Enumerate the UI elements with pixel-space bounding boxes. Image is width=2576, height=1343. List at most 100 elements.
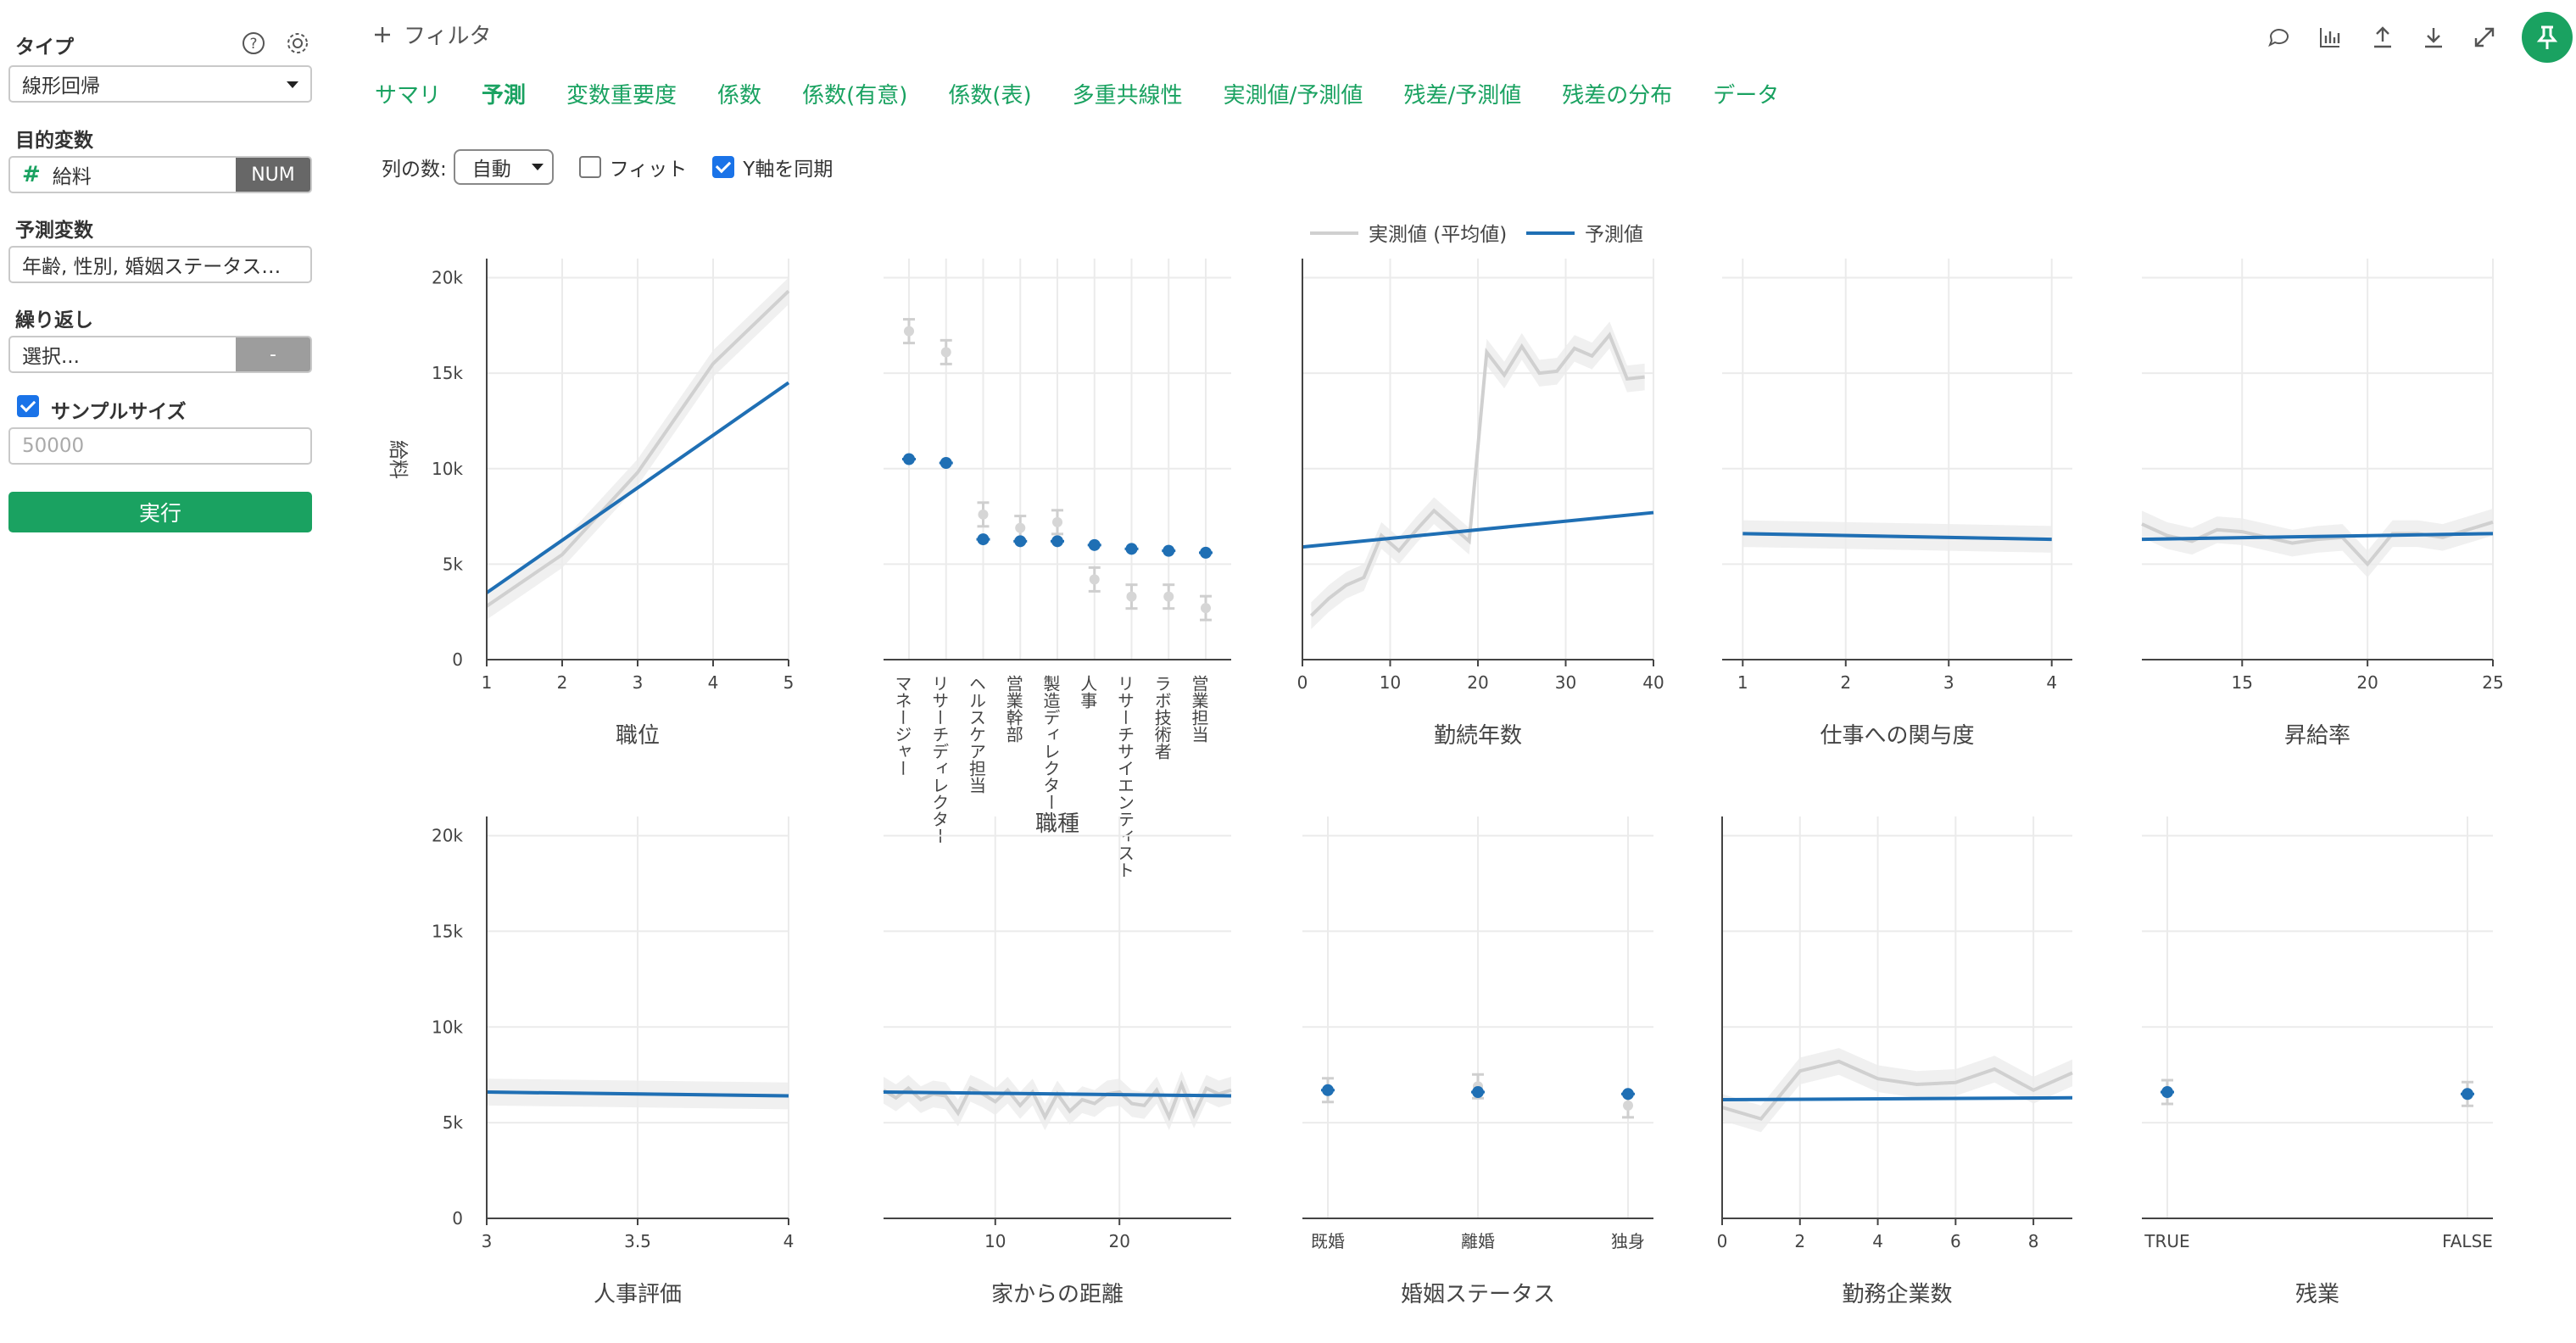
predictors-value: 年齢, 性別, 婚姻ステータス… bbox=[22, 256, 282, 278]
chevron-down-icon bbox=[287, 81, 298, 88]
predicted-point bbox=[1322, 1084, 1334, 1096]
x-axis-title: 残業 bbox=[2295, 1282, 2339, 1307]
x-tick-label: リサーチディレクター bbox=[929, 675, 950, 844]
actual-line bbox=[882, 1079, 1232, 1122]
actual-point bbox=[1089, 574, 1100, 585]
download-icon[interactable] bbox=[2418, 22, 2449, 53]
filter-button[interactable]: フィルタ bbox=[373, 19, 491, 50]
predicted-point bbox=[2462, 1088, 2473, 1101]
chart-icon[interactable] bbox=[2315, 22, 2345, 53]
panel-4: 15 20 25 昇給率 bbox=[2141, 259, 2504, 749]
tab-8[interactable]: 残差/予測値 bbox=[1403, 83, 1522, 109]
sample-size-checkbox[interactable] bbox=[17, 395, 39, 417]
actual-point bbox=[1323, 1084, 1333, 1095]
svg-text:?: ? bbox=[249, 36, 257, 53]
fit-checkbox[interactable] bbox=[578, 156, 601, 178]
sync-y-label: Y軸を同期 bbox=[743, 159, 834, 181]
x-tick-label: 1 bbox=[1737, 672, 1748, 693]
x-tick-label: 3 bbox=[482, 1231, 493, 1251]
tab-5[interactable]: 係数(表) bbox=[948, 83, 1032, 109]
tab-1[interactable]: 予測 bbox=[482, 83, 527, 109]
comment-icon[interactable] bbox=[2264, 22, 2294, 53]
tab-6[interactable]: 多重共線性 bbox=[1072, 83, 1183, 109]
sync-y-checkbox[interactable] bbox=[712, 156, 735, 178]
x-axis-title: 職位 bbox=[616, 723, 660, 749]
chart-legend: 実測値 (平均値) 予測値 bbox=[1310, 224, 1643, 246]
x-tick-label: リサーチサイエンティスト bbox=[1115, 675, 1135, 878]
x-tick-label: 製造ディレクター bbox=[1040, 675, 1061, 811]
y-tick-label: 5k bbox=[443, 554, 464, 574]
predicted-point bbox=[1200, 546, 1212, 559]
columns-select[interactable]: 自動 bbox=[453, 149, 554, 185]
actual-line bbox=[1742, 532, 2052, 542]
x-tick-label: 離婚 bbox=[1461, 1231, 1495, 1251]
gear-icon[interactable] bbox=[285, 31, 310, 56]
sidebar: タイプ ? 線形回帰 目的変数 # 給料 NUM 予測変数 年齢, 性別, 婚姻… bbox=[0, 0, 331, 1343]
expand-icon[interactable] bbox=[2469, 22, 2500, 53]
actual-point bbox=[940, 347, 951, 358]
x-tick-label: 25 bbox=[2482, 672, 2503, 693]
tab-0[interactable]: サマリ bbox=[375, 83, 442, 109]
x-axis-title: 仕事への関与度 bbox=[1820, 723, 1974, 749]
y-tick-label: 10k bbox=[432, 1017, 463, 1037]
columns-label: 列の数: bbox=[382, 159, 447, 181]
actual-point bbox=[1163, 591, 1174, 602]
upload-icon[interactable] bbox=[2367, 22, 2398, 53]
tab-9[interactable]: 残差の分布 bbox=[1562, 83, 1673, 109]
num-badge: NUM bbox=[236, 158, 310, 192]
actual-point bbox=[1201, 603, 1211, 614]
x-tick-label: 40 bbox=[1642, 672, 1664, 693]
actual-point bbox=[904, 326, 914, 337]
x-tick-label: TRUE bbox=[2144, 1231, 2189, 1251]
tab-2[interactable]: 変数重要度 bbox=[566, 83, 677, 109]
x-tick-label: 0 bbox=[1717, 1231, 1728, 1251]
predicted-line bbox=[2141, 532, 2494, 542]
confidence-band bbox=[487, 277, 789, 620]
tab-7[interactable]: 実測値/予測値 bbox=[1223, 83, 1363, 109]
repeat-clear-button[interactable]: - bbox=[236, 337, 310, 371]
sample-size-input[interactable]: 50000 bbox=[8, 427, 312, 465]
predictors-field[interactable]: 年齢, 性別, 婚姻ステータス… bbox=[8, 246, 312, 283]
x-tick-label: 6 bbox=[1950, 1231, 1961, 1251]
sample-size-placeholder: 50000 bbox=[22, 435, 85, 457]
panel-2: 0 10 20 30 40 勤続年数 bbox=[1297, 259, 1664, 749]
predicted-line bbox=[486, 1090, 789, 1098]
pin-icon bbox=[2536, 25, 2558, 49]
repeat-value: 選択... bbox=[22, 346, 80, 368]
fit-label: フィット bbox=[609, 159, 688, 181]
x-tick-label: 営業担当 bbox=[1189, 675, 1209, 743]
actual-point bbox=[1473, 1081, 1483, 1092]
tab-10[interactable]: データ bbox=[1713, 83, 1780, 109]
actual-line bbox=[2141, 520, 2494, 567]
x-tick-label: 10 bbox=[1380, 672, 1401, 693]
panel-5: 0 5k 10k 15k 20k 3 3.5 4 人事評価 bbox=[432, 816, 794, 1307]
x-tick-label: マネージャー bbox=[892, 675, 912, 777]
legend-predicted-label: 予測値 bbox=[1585, 224, 1643, 246]
help-icon[interactable]: ? bbox=[241, 31, 266, 56]
tab-4[interactable]: 係数(有意) bbox=[802, 83, 908, 109]
x-tick-label: 4 bbox=[783, 1231, 795, 1251]
actual-line bbox=[486, 1090, 789, 1098]
type-select[interactable]: 線形回帰 bbox=[8, 65, 312, 103]
x-axis-title: 婚姻ステータス bbox=[1401, 1282, 1555, 1307]
panel-1: マネージャー リサーチディレクター ヘルスケア担当 営業幹部 製造ディレクター 人事 リサー… bbox=[884, 259, 1231, 878]
repeat-field[interactable]: 選択... - bbox=[8, 336, 312, 373]
run-button[interactable]: 実行 bbox=[8, 492, 312, 532]
x-tick-label: 30 bbox=[1555, 672, 1576, 693]
y-tick-label: 10k bbox=[432, 459, 463, 479]
tab-bar: サマリ 予測 変数重要度 係数 係数(有意) 係数(表) 多重共線性 実測値/予測値 残差/予測… bbox=[375, 78, 1779, 109]
pin-button[interactable] bbox=[2522, 12, 2573, 63]
tab-3[interactable]: 係数 bbox=[717, 83, 762, 109]
target-field[interactable]: # 給料 NUM bbox=[8, 156, 312, 193]
legend-actual-label: 実測値 (平均値) bbox=[1369, 224, 1507, 246]
confidence-band bbox=[487, 1078, 789, 1110]
x-tick-label: 既婚 bbox=[1311, 1231, 1345, 1251]
x-tick-label: 3.5 bbox=[624, 1231, 651, 1251]
predicted-point bbox=[1051, 535, 1063, 548]
target-label: 目的変数 bbox=[15, 130, 93, 152]
plus-icon bbox=[375, 26, 390, 42]
x-axis-title: 職種 bbox=[1035, 811, 1079, 837]
predicted-line bbox=[883, 1090, 1232, 1098]
